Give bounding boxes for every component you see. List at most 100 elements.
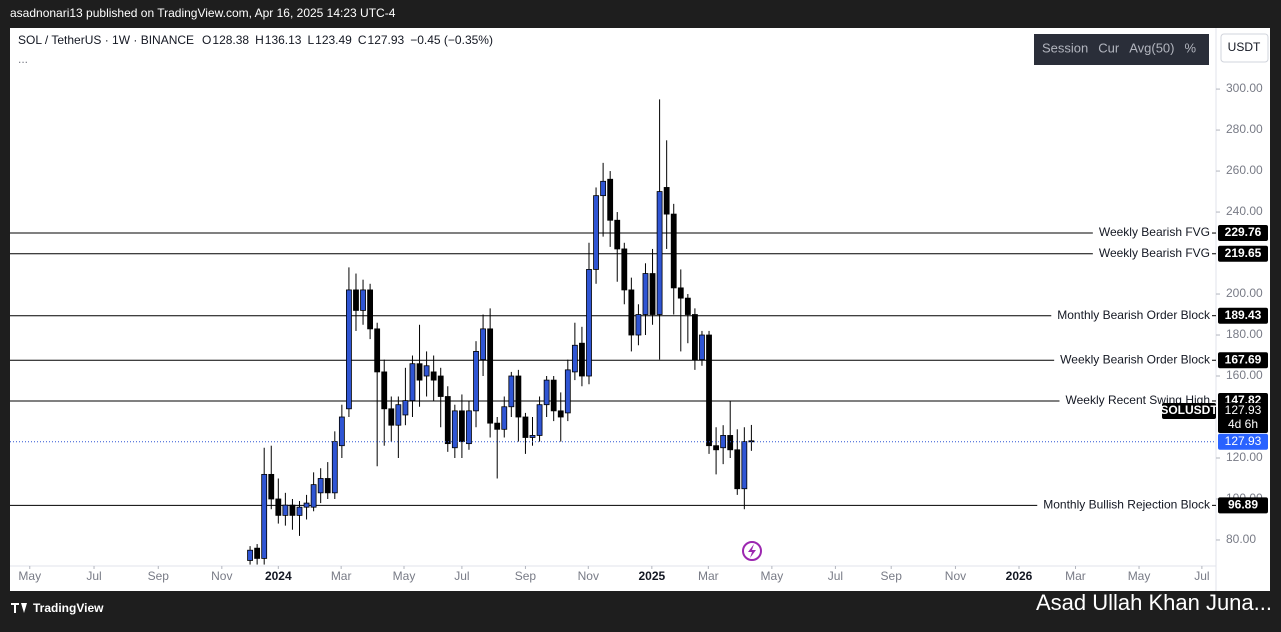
ohlc-value: 128.38 — [212, 33, 249, 47]
y-tick-label: 280.00 — [1226, 122, 1263, 136]
candle-body — [303, 502, 310, 508]
candle-body — [367, 289, 374, 330]
candle-body — [684, 297, 691, 315]
candle-body — [458, 410, 465, 442]
level-price: 167.69 — [1225, 352, 1262, 366]
y-tick-label: 240.00 — [1226, 204, 1263, 218]
candle-body — [607, 178, 614, 221]
x-tick-label: Sep — [148, 569, 170, 583]
level-price-box — [1218, 352, 1268, 369]
level-label: Weekly Bearish FVG — [1099, 246, 1210, 260]
candle-body — [536, 404, 543, 436]
candle-body — [487, 328, 494, 424]
candle-body — [346, 289, 352, 410]
ohlc-value: 123.49 — [315, 33, 352, 47]
x-tick-label: Jul — [86, 569, 101, 583]
ohlc-letter: O — [202, 33, 211, 47]
x-tick-label: Mar — [698, 569, 719, 583]
candle-body — [480, 328, 486, 361]
toolbar-bg — [1034, 34, 1209, 65]
x-tick-label: Jul — [1194, 569, 1209, 583]
countdown-price: 127.93 — [1225, 403, 1262, 417]
candle-body — [706, 334, 712, 447]
candle-body — [289, 504, 296, 516]
candle-body — [727, 435, 734, 451]
candle-body — [331, 441, 338, 494]
ohlc-value: 136.13 — [265, 33, 302, 47]
level-price: 189.43 — [1225, 308, 1262, 322]
candle-body — [522, 416, 529, 438]
candle-body — [430, 371, 437, 381]
candle-body — [282, 504, 289, 516]
candle-body — [557, 410, 564, 418]
ohlc-letter: C — [358, 33, 367, 47]
candle-body — [508, 375, 515, 408]
candle-body — [692, 314, 698, 361]
candle-body — [317, 478, 324, 494]
candle-body — [451, 410, 458, 449]
y-tick-label: 120.00 — [1226, 450, 1263, 464]
candle-body — [621, 248, 628, 291]
toolbar-button[interactable]: Avg(50) — [1129, 40, 1174, 55]
ohlc-value: 127.93 — [368, 33, 405, 47]
candle-body — [501, 406, 508, 430]
y-tick-label: 300.00 — [1226, 81, 1263, 95]
price-box — [1218, 433, 1268, 450]
level-price-box — [1218, 225, 1268, 242]
candle-body — [529, 435, 536, 438]
countdown-box — [1218, 403, 1268, 433]
candle-body — [670, 213, 677, 289]
candle-body — [473, 351, 479, 412]
x-tick-label: Sep — [881, 569, 903, 583]
level-price-box — [1218, 497, 1268, 514]
candle-body — [374, 328, 381, 373]
symbol: SOL / TetherUS · 1W · BINANCE — [18, 33, 194, 47]
level-label: Monthly Bearish Order Block — [1057, 308, 1211, 322]
candle-body — [360, 289, 366, 311]
currency[interactable]: USDT — [1228, 40, 1261, 54]
watermark: Asad Ullah Khan Juna... — [1036, 590, 1272, 615]
ohlc-letter: H — [255, 33, 264, 47]
price-label: 127.93 — [1225, 434, 1262, 448]
x-tick-label: Nov — [578, 569, 599, 583]
candle-body — [275, 498, 282, 516]
candle-body — [515, 375, 522, 418]
y-tick-label: 160.00 — [1226, 368, 1263, 382]
candle-body — [649, 273, 656, 315]
candle-body — [437, 375, 444, 397]
candle-body — [713, 445, 719, 451]
brand: TradingView — [33, 601, 104, 615]
candle-body — [416, 363, 423, 381]
candle-body — [247, 549, 253, 561]
candle-body — [543, 379, 550, 406]
countdown: 4d 6h — [1228, 417, 1258, 431]
candle-body — [593, 195, 599, 270]
chart-area — [10, 28, 1270, 591]
x-tick-label: 2026 — [1006, 569, 1033, 583]
level-price: 219.65 — [1225, 246, 1262, 260]
more: ... — [18, 52, 28, 66]
currency-button[interactable] — [1220, 33, 1269, 63]
level-label: Weekly Bearish FVG — [1099, 225, 1210, 239]
candle-body — [656, 191, 663, 315]
toolbar-button[interactable]: % — [1185, 40, 1197, 55]
candle-body — [381, 371, 388, 410]
toolbar-button[interactable]: Session — [1042, 40, 1088, 55]
candle-body — [423, 365, 430, 377]
toolbar-button[interactable]: Cur — [1098, 40, 1120, 55]
candle-body — [579, 342, 585, 377]
candle-body — [409, 363, 416, 402]
candle-body — [614, 219, 621, 250]
candle-body — [402, 400, 409, 416]
candle-body — [677, 287, 684, 299]
candle-body — [741, 441, 748, 490]
ticker: SOLUSDT — [1160, 403, 1218, 417]
candle-body — [586, 269, 592, 377]
candle-body — [720, 435, 727, 449]
candle-body — [466, 410, 472, 445]
x-tick-label: 2025 — [638, 569, 665, 583]
candle-body — [310, 484, 317, 508]
candle-body — [635, 314, 642, 336]
